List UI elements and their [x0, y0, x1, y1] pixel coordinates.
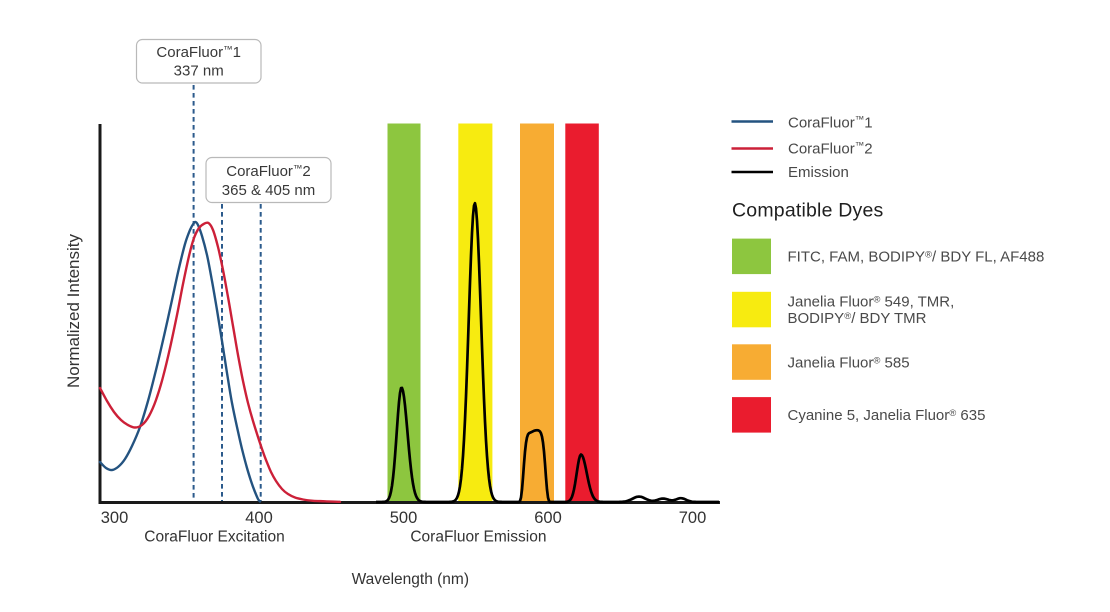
svg-text:Janelia Fluor® 585: Janelia Fluor® 585 — [788, 354, 910, 371]
svg-text:CoraFluor™1: CoraFluor™1 — [156, 44, 241, 61]
svg-text:337 nm: 337 nm — [174, 63, 224, 80]
svg-text:700: 700 — [679, 509, 707, 527]
svg-text:Compatible Dyes: Compatible Dyes — [732, 200, 884, 222]
svg-text:BODIPY®/ BDY TMR: BODIPY®/ BDY TMR — [788, 310, 927, 327]
svg-text:Wavelength (nm): Wavelength (nm) — [352, 571, 469, 588]
svg-text:CoraFluor™2: CoraFluor™2 — [226, 163, 311, 180]
svg-text:Normalized Intensity: Normalized Intensity — [64, 234, 83, 389]
svg-text:CoraFluor™2: CoraFluor™2 — [788, 141, 873, 158]
svg-text:CoraFluor Excitation: CoraFluor Excitation — [144, 529, 284, 546]
svg-text:Janelia Fluor® 549, TMR,: Janelia Fluor® 549, TMR, — [788, 293, 955, 310]
svg-text:Emission: Emission — [788, 164, 849, 181]
svg-text:CoraFluor™1: CoraFluor™1 — [788, 114, 873, 131]
svg-text:CoraFluor Emission: CoraFluor Emission — [410, 529, 546, 546]
svg-text:Cyanine 5, Janelia Fluor® 635: Cyanine 5, Janelia Fluor® 635 — [788, 407, 986, 424]
svg-text:365 & 405 nm: 365 & 405 nm — [222, 182, 315, 199]
svg-text:500: 500 — [390, 509, 418, 527]
svg-text:300: 300 — [101, 509, 129, 527]
svg-text:600: 600 — [534, 509, 562, 527]
svg-text:400: 400 — [245, 509, 273, 527]
svg-text:FITC, FAM, BODIPY®/ BDY FL, AF: FITC, FAM, BODIPY®/ BDY FL, AF488 — [788, 249, 1045, 266]
